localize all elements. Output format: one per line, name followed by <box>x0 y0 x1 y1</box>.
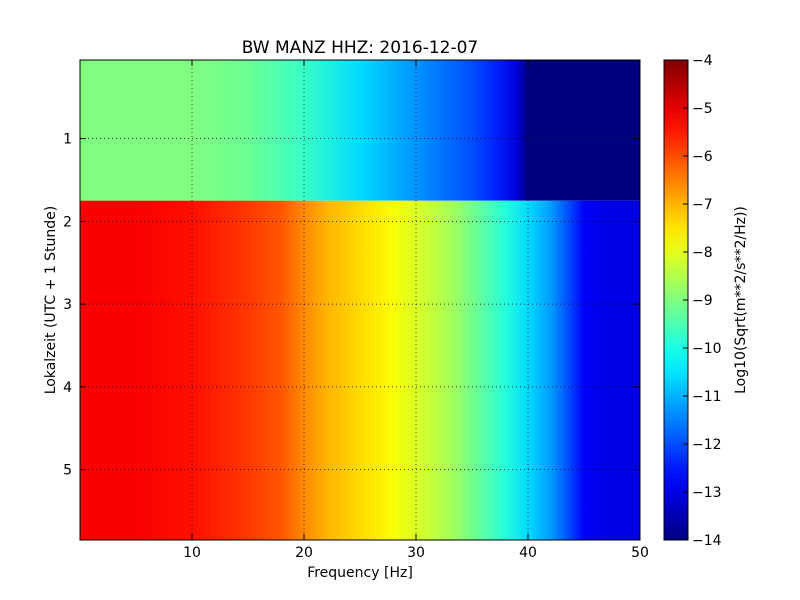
chart-title: BW MANZ HHZ: 2016-12-07 <box>242 38 478 58</box>
y-axis: 1 2 3 4 5 <box>63 132 640 479</box>
colorbar-tick-label: −7 <box>692 197 713 213</box>
colorbar-tick-label: −9 <box>692 293 713 309</box>
x-axis: 10 20 30 40 50 <box>183 60 649 561</box>
y-tick-label: 3 <box>63 297 72 313</box>
colorbar: −4 −5 −6 −7 −8 −9 −10 −11 −12 −13 −14 Log10(Sqrt(m… <box>663 53 749 549</box>
colorbar-tick-label: −8 <box>692 245 713 261</box>
plot-frame <box>79 59 641 541</box>
colorbar-tick-label: −12 <box>692 437 722 453</box>
y-axis-label: Lokalzeit (UTC + 1 Stunde) <box>43 206 59 395</box>
colorbar-tick-label: −10 <box>692 341 722 357</box>
colorbar-tick-label: −11 <box>692 389 722 405</box>
colorbar-label: Log10(Sqrt(m**2/s**2/Hz)) <box>733 206 749 394</box>
y-tick-label: 1 <box>63 132 72 148</box>
plot-area <box>80 60 640 541</box>
heatmap-region <box>80 60 640 201</box>
colorbar-tick-label: −13 <box>692 485 722 501</box>
x-tick-label: 50 <box>631 545 649 561</box>
x-tick-label: 40 <box>519 545 537 561</box>
colorbar-tick-label: −6 <box>692 149 713 165</box>
heatmap-region <box>80 200 640 541</box>
x-tick-label: 10 <box>183 545 201 561</box>
x-tick-label: 30 <box>407 545 425 561</box>
y-tick-label: 5 <box>63 463 72 479</box>
x-tick-label: 20 <box>295 545 313 561</box>
y-tick-label: 2 <box>63 214 72 230</box>
colorbar-ticks: −4 −5 −6 −7 −8 −9 −10 −11 −12 −13 −14 <box>683 53 722 549</box>
colorbar-tick-label: −5 <box>692 101 713 117</box>
y-tick-label: 4 <box>63 380 72 396</box>
colorbar-tick-label: −14 <box>692 533 722 549</box>
colorbar-tick-label: −4 <box>692 53 713 69</box>
grid-lines <box>80 60 640 540</box>
x-axis-label: Frequency [Hz] <box>307 565 413 581</box>
